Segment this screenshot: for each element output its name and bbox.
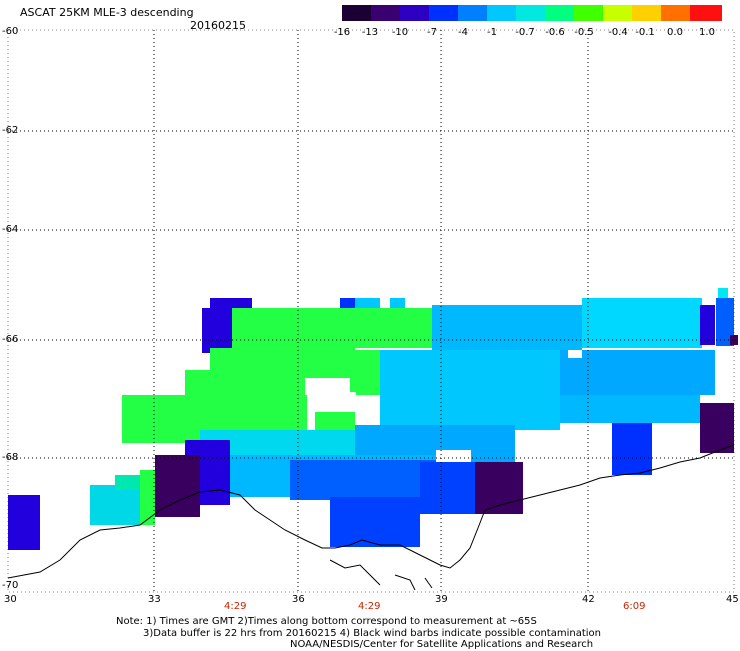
swath-cell xyxy=(115,475,140,490)
lat-label: -66 xyxy=(2,334,19,345)
colorbar-label: -16 xyxy=(333,27,351,38)
lat-label: -62 xyxy=(2,125,19,136)
lat-label: -70 xyxy=(2,580,19,591)
colorbar-swatch xyxy=(487,5,516,21)
swath-cell xyxy=(380,350,560,430)
swath-cell xyxy=(155,455,200,517)
colorbar-swatch xyxy=(661,5,690,21)
swath-cell xyxy=(350,350,380,395)
colorbar-label: -0.1 xyxy=(635,27,655,38)
swath-gap xyxy=(568,350,582,358)
colorbar-swatch xyxy=(574,5,603,21)
coastline-islands xyxy=(329,559,433,591)
swath-cell xyxy=(202,308,232,353)
coastline xyxy=(7,444,735,579)
colorbar-swatch xyxy=(545,5,574,21)
lon-label: 39 xyxy=(435,594,448,605)
swath-cell xyxy=(700,305,715,345)
lat-label: -68 xyxy=(2,452,19,463)
footer-note-line2: 3)Data buffer is 22 hrs from 20160215 4)… xyxy=(143,628,601,639)
colorbar-swatch xyxy=(371,5,400,21)
swath-cell xyxy=(140,470,155,525)
colorbar-label: -0.6 xyxy=(545,27,565,38)
swath-cell xyxy=(340,298,355,308)
colorbar-swatch xyxy=(690,5,722,21)
swath-cell xyxy=(200,455,230,505)
lon-label: 45 xyxy=(726,594,739,605)
time-label: 6:09 xyxy=(623,601,646,612)
swath-cell xyxy=(612,423,652,475)
swath-cell xyxy=(475,462,523,514)
swath-cell xyxy=(355,298,380,308)
colorbar-label: -0.5 xyxy=(574,27,594,38)
colorbar-label: -10 xyxy=(391,27,409,38)
colorbar-swatch xyxy=(429,5,458,21)
colorbar: -16 -13 -10 -7 -4 -1 -0.7 -0.6 -0.5 -0.4… xyxy=(334,0,722,45)
swath-cell xyxy=(420,462,475,514)
colorbar-label: -0.4 xyxy=(608,27,628,38)
wind-swath xyxy=(8,288,738,550)
swath-cell xyxy=(718,288,728,298)
footer-note-line1: Note: 1) Times are GMT 2)Times along bot… xyxy=(116,616,537,627)
swath-cell xyxy=(185,370,305,395)
swath-cell xyxy=(185,440,230,455)
swath-cell xyxy=(432,305,582,350)
time-label: 4:29 xyxy=(358,601,381,612)
lon-label: 36 xyxy=(292,594,305,605)
colorbar-label: 0.0 xyxy=(667,27,683,38)
gridlines xyxy=(8,30,734,592)
colorbar-swatch xyxy=(342,5,371,21)
colorbar-swatch xyxy=(516,5,545,21)
swath-cell xyxy=(582,298,702,348)
colorbar-swatch xyxy=(400,5,429,21)
colorbar-label: -13 xyxy=(361,27,379,38)
swath-cell xyxy=(700,403,734,453)
colorbar-label: -0.7 xyxy=(515,27,535,38)
swath-cell xyxy=(90,485,140,525)
lat-label: -64 xyxy=(2,224,19,235)
time-label: 4:29 xyxy=(224,601,247,612)
swath-cell xyxy=(232,308,432,348)
swath-cell xyxy=(290,460,440,500)
lat-label: -60 xyxy=(2,26,19,37)
swath-gap xyxy=(308,392,356,410)
swath-cell xyxy=(716,298,734,346)
swath-cell xyxy=(8,495,40,550)
colorbar-label: -1 xyxy=(487,27,497,38)
swath-cell xyxy=(210,298,252,308)
swath-cell xyxy=(330,497,420,547)
swath-cell xyxy=(560,395,700,423)
swath-cell xyxy=(560,350,715,395)
colorbar-label: -4 xyxy=(458,27,468,38)
colorbar-label: 1.0 xyxy=(699,27,715,38)
colorbar-swatch xyxy=(458,5,487,21)
colorbar-swatch xyxy=(603,5,632,21)
lon-label: 30 xyxy=(4,594,17,605)
map-title: ASCAT 25KM MLE-3 descending xyxy=(20,6,194,19)
colorbar-label: -7 xyxy=(427,27,437,38)
swath-gap xyxy=(436,450,471,462)
lon-label: 33 xyxy=(148,594,161,605)
swath-cell xyxy=(390,298,405,308)
colorbar-swatch xyxy=(632,5,661,21)
lon-label: 42 xyxy=(582,594,595,605)
footer-note-line3: NOAA/NESDIS/Center for Satellite Applica… xyxy=(290,639,594,650)
map-date: 20160215 xyxy=(190,19,246,32)
